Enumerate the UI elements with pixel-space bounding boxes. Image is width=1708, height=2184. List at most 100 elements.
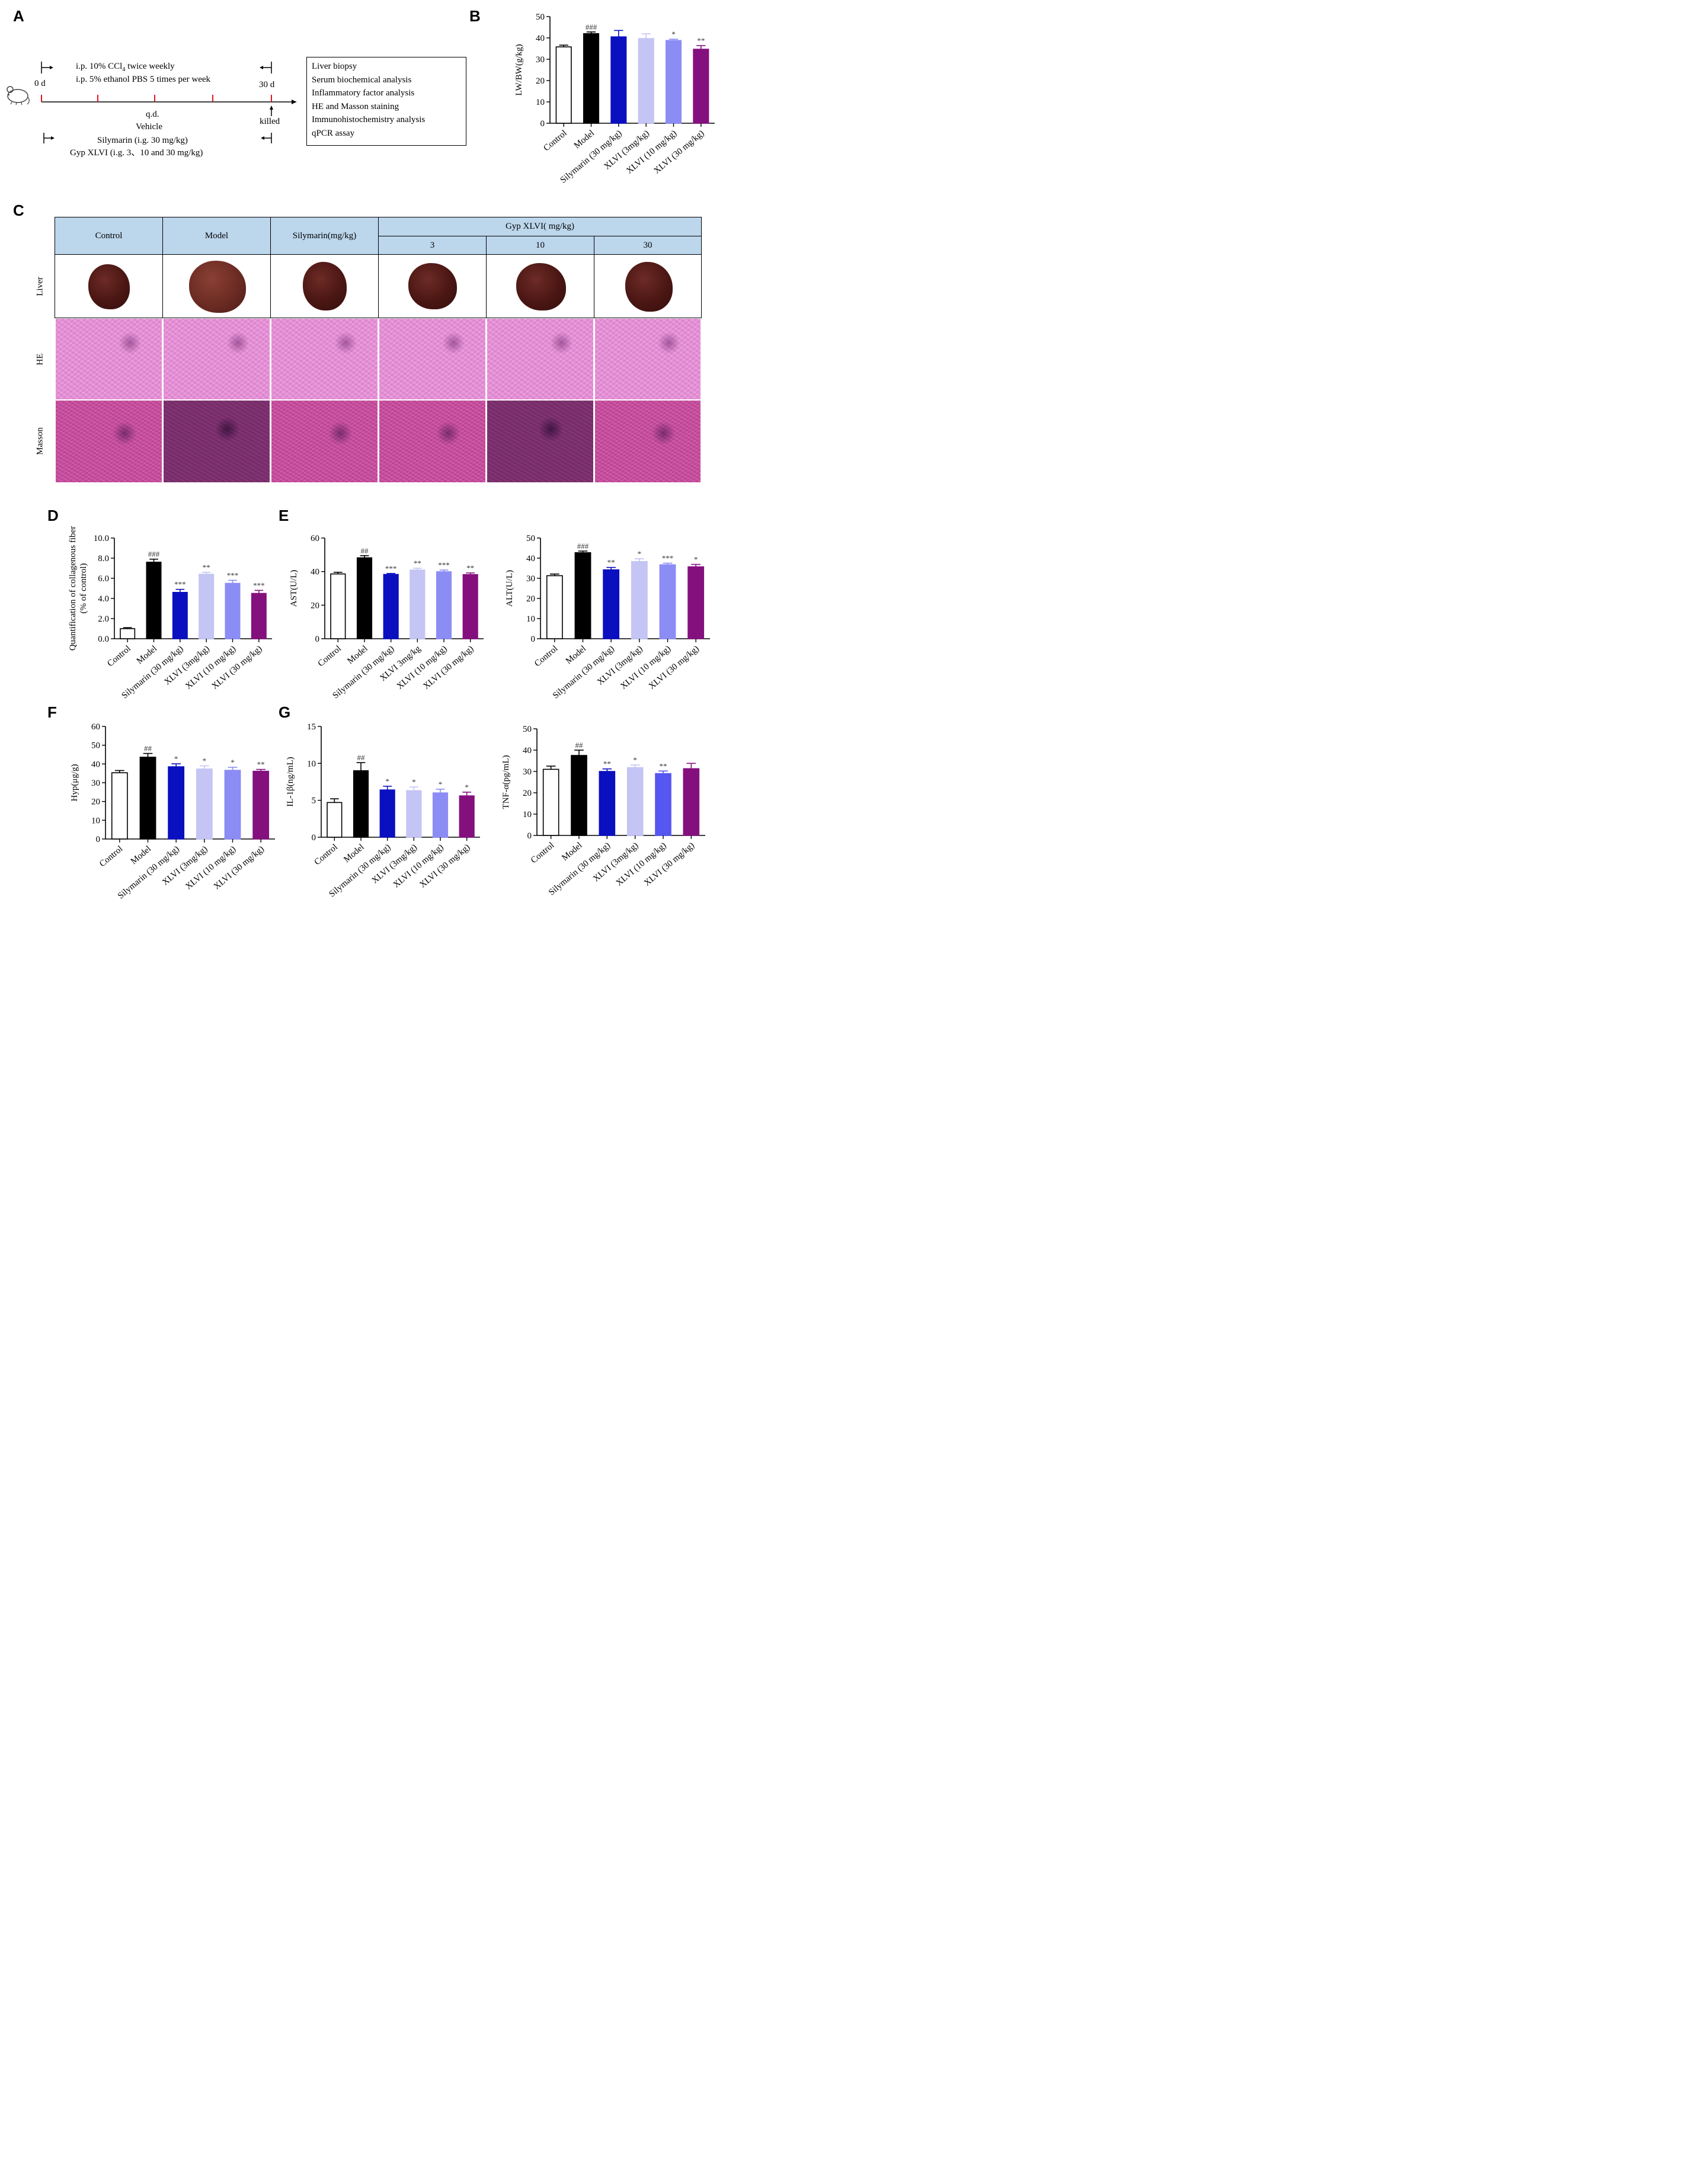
significance-mark: **: [660, 761, 667, 770]
significance-mark: **: [697, 36, 705, 45]
y-axis-label: AST(U/L): [289, 570, 299, 607]
x-tick-label: Model: [346, 644, 369, 666]
significance-mark: **: [414, 559, 421, 568]
timeline: [41, 62, 296, 143]
bar: [574, 552, 591, 639]
significance-mark: *: [633, 755, 637, 764]
significance-mark: ***: [227, 571, 239, 579]
bar: [224, 770, 241, 840]
x-tick-label: Model: [135, 644, 159, 666]
y-tick-label: 6.0: [98, 574, 109, 584]
bar: [252, 770, 270, 840]
bar: [638, 38, 654, 124]
y-tick-label: 0: [527, 831, 532, 841]
liver-cell-xlvi10: [486, 254, 594, 318]
liver-photo: [408, 263, 457, 309]
bar: [693, 49, 709, 124]
y-tick-label: 10: [526, 614, 535, 624]
he-image-xlvi10: [487, 319, 593, 399]
significance-mark: ***: [438, 561, 450, 569]
y-axis-label: IL-1β(ng/mL): [286, 757, 295, 806]
chart-g-tnf: 01020304050TNF-α(pg/mL)Control##Model**S…: [501, 725, 705, 898]
y-tick-label: 50: [523, 725, 532, 734]
y-tick-label: 10: [536, 98, 545, 107]
vehicle-label: Vehicle: [136, 122, 162, 132]
bar: [379, 789, 395, 838]
gyp-label: Gyp XLVI (i.g. 3、10 and 30 mg/kg): [70, 148, 203, 158]
y-axis-label: Quantification of collagenous fiber: [68, 526, 78, 651]
y-tick-label: 30: [523, 767, 532, 777]
x-tick-label: Control: [316, 644, 343, 669]
y-tick-label: 10.0: [94, 534, 109, 543]
liver-cell-control: [55, 254, 163, 318]
liver-photo: [516, 263, 566, 310]
masson-image-model: [164, 401, 270, 482]
y-tick-label: 20: [536, 76, 545, 86]
significance-mark: *: [439, 780, 443, 789]
masson-image-xlvi3: [379, 401, 485, 482]
y-tick-label: 10: [523, 810, 532, 819]
significance-mark: ***: [174, 580, 186, 589]
x-tick-label: Model: [342, 843, 366, 864]
bar: [436, 571, 452, 639]
y-tick-label: 60: [91, 722, 100, 732]
y-tick-label: 60: [311, 534, 319, 543]
chart-g-il1b: 051015IL-1β(ng/mL)Control##Model*Silymar…: [286, 722, 480, 899]
chart-d-collagen: 0.0 2.0 4.0 6.0 8.0 10.0 Quantification of col…: [68, 526, 272, 701]
masson-image-xlvi10: [487, 401, 593, 482]
he-image-control: [56, 319, 162, 399]
masson-image-silymarin: [271, 401, 378, 482]
y-tick-label: 30: [526, 574, 535, 584]
chart-e-ast: 0204060AST(U/L)Control##Model***Silymari…: [289, 534, 484, 701]
bar: [583, 33, 600, 124]
y-tick-label: 4.0: [98, 594, 109, 604]
step-item: qPCR assay: [312, 128, 355, 138]
qd-label: q.d.: [146, 110, 159, 119]
y-tick-label: 0: [96, 835, 101, 844]
y-tick-label: 30: [91, 779, 100, 788]
significance-mark: ##: [357, 753, 366, 762]
he-image-xlvi3: [379, 319, 485, 399]
panel-label-b: B: [469, 7, 481, 25]
step-item: HE and Masson staining: [312, 101, 399, 111]
bar: [406, 790, 422, 838]
significance-mark: *: [385, 777, 389, 786]
mouse-icon: [7, 86, 30, 105]
header-control: Control: [55, 217, 163, 255]
y-tick-label: 40: [311, 568, 319, 577]
x-tick-label: Model: [129, 844, 153, 866]
y-tick-label: 2.0: [98, 614, 109, 624]
bar: [196, 768, 213, 840]
significance-mark: *: [412, 777, 416, 786]
bar: [571, 755, 587, 836]
x-tick-label: Model: [572, 129, 596, 150]
silymarin-label: Silymarin (i.g. 30 mg/kg): [97, 136, 188, 145]
significance-mark: ##: [144, 744, 152, 753]
y-tick-label: 20: [91, 798, 100, 807]
significance-mark: *: [465, 783, 469, 792]
histology-table: Control Model Silymarin(mg/kg) Gyp XLVI(…: [55, 217, 702, 483]
bar: [462, 574, 478, 639]
chart-b-lw-bw: 01020304050LW/BW(g/kg)Control###ModelSil…: [514, 12, 715, 185]
y-axis-label-2: (% of control): [79, 563, 88, 614]
bar: [111, 772, 128, 840]
y-tick-label: 0: [312, 833, 316, 843]
significance-mark: ###: [577, 542, 589, 550]
significance-mark: ***: [253, 581, 265, 590]
panel-label-d: D: [47, 507, 59, 524]
bar: [655, 773, 671, 836]
bar: [199, 574, 215, 639]
x-tick-label: Control: [105, 644, 132, 669]
y-tick-label: 30: [536, 55, 545, 65]
header-gyp-xlvi: Gyp XLVI( mg/kg): [378, 217, 702, 236]
x-tick-label: XLVI (10 mg/kg): [184, 844, 238, 892]
bar: [168, 766, 185, 840]
bar: [172, 592, 188, 639]
panel-label-f: F: [47, 703, 57, 721]
y-tick-label: 10: [91, 816, 100, 825]
liver-cell-silymarin: [270, 254, 379, 318]
y-tick-label: 10: [307, 759, 316, 768]
row-label-liver: Liver: [35, 277, 45, 296]
x-tick-label: XLVI (3mg/kg): [162, 644, 211, 687]
y-axis-label: ALT(U/L): [505, 570, 514, 607]
